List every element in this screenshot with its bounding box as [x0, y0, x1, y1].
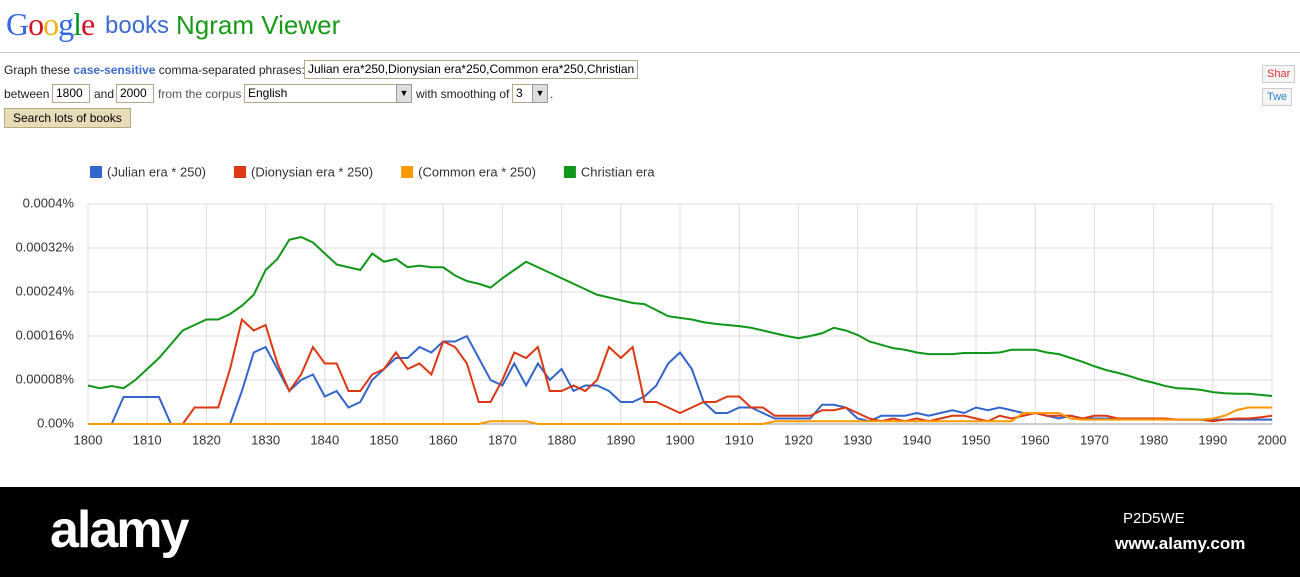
y-tick-label: 0.00008%: [15, 371, 74, 386]
legend-label: (Julian era * 250): [107, 164, 206, 179]
label: .: [550, 87, 554, 101]
product-name: books: [105, 12, 170, 39]
x-tick-label: 1890: [606, 432, 635, 447]
legend-swatch: [90, 166, 102, 178]
x-tick-label: 1970: [1080, 432, 1109, 447]
series-line: [87, 235, 1273, 397]
legend-swatch: [563, 166, 576, 178]
legend-label: (Common era * 250): [418, 164, 536, 179]
legend-swatch: [234, 166, 246, 178]
x-tick-label: 1960: [1021, 432, 1050, 447]
x-tick-label: 1880: [547, 432, 576, 447]
legend-swatch: [401, 166, 414, 178]
x-tick-label: 1810: [133, 432, 162, 447]
x-tick-label: 1990: [1198, 432, 1227, 447]
series-line: [88, 406, 1272, 425]
y-tick-label: 0.0004%: [23, 195, 75, 210]
series-line: [88, 317, 1273, 425]
label: from the corpus: [158, 87, 242, 101]
corpus-select[interactable]: English: [244, 84, 402, 103]
tweet-button[interactable]: Twe: [1262, 88, 1293, 106]
x-tick-label: 1830: [251, 432, 280, 447]
dropdown-arrow[interactable]: ▼: [396, 84, 412, 103]
x-tick-label: 1840: [310, 432, 339, 447]
label: Graph these: [4, 63, 71, 77]
x-tick-label: 1940: [902, 432, 931, 447]
y-tick-label: 0.00%: [37, 415, 74, 430]
x-tick-label: 2000: [1258, 432, 1287, 447]
y-tick-label: 0.00024%: [15, 283, 74, 298]
label: with smoothing of: [416, 87, 510, 101]
label: between: [4, 87, 50, 101]
x-tick-label: 1800: [74, 432, 103, 447]
search-button[interactable]: Search lots of books: [4, 108, 131, 128]
label: comma-separated phrases:: [158, 63, 305, 77]
chart: 0.00% 0.00008% 0.00016% 0.00024% 0.00032% 0.0…: [15, 164, 1287, 447]
x-tick-label: 1850: [370, 432, 399, 447]
google-logo[interactable]: Google: [6, 6, 95, 42]
watermark-brand: alamy: [50, 501, 189, 559]
x-tick-label: 1820: [192, 432, 221, 447]
x-tick-label: 1860: [429, 432, 458, 447]
x-tick-label: 1900: [666, 432, 695, 447]
phrases-input[interactable]: Julian era*250,Dionysian era*250,Common …: [304, 60, 638, 79]
form-row: Graph these case-sensitive comma-separat…: [4, 63, 305, 77]
y-tick-label: 0.00032%: [15, 239, 74, 254]
header-rule: [0, 52, 1300, 53]
label: and: [94, 87, 115, 101]
watermark-url: www.alamy.com: [1115, 534, 1246, 553]
x-tick-label: 1920: [784, 432, 813, 447]
x-tick-label: 1870: [488, 432, 517, 447]
legend-label: Christian era: [581, 164, 655, 179]
end-year-input[interactable]: 2000: [116, 84, 154, 103]
x-tick-label: 1980: [1139, 432, 1168, 447]
start-year-input[interactable]: 1800: [52, 84, 90, 103]
smoothing-select[interactable]: 3: [512, 84, 534, 103]
app-title: Ngram Viewer: [176, 10, 341, 40]
legend-label: (Dionysian era * 250): [251, 164, 373, 179]
x-tick-label: 1950: [962, 432, 991, 447]
gplus-share[interactable]: Shar: [1262, 65, 1296, 83]
dropdown-arrow[interactable]: ▼: [532, 84, 548, 103]
watermark-bar: [0, 487, 1300, 577]
x-tick-label: 1930: [843, 432, 872, 447]
x-tick-label: 1910: [725, 432, 754, 447]
link[interactable]: case-sensitive: [73, 63, 156, 77]
y-tick-label: 0.00016%: [15, 327, 74, 342]
watermark-id: P2D5WE: [1123, 510, 1185, 527]
